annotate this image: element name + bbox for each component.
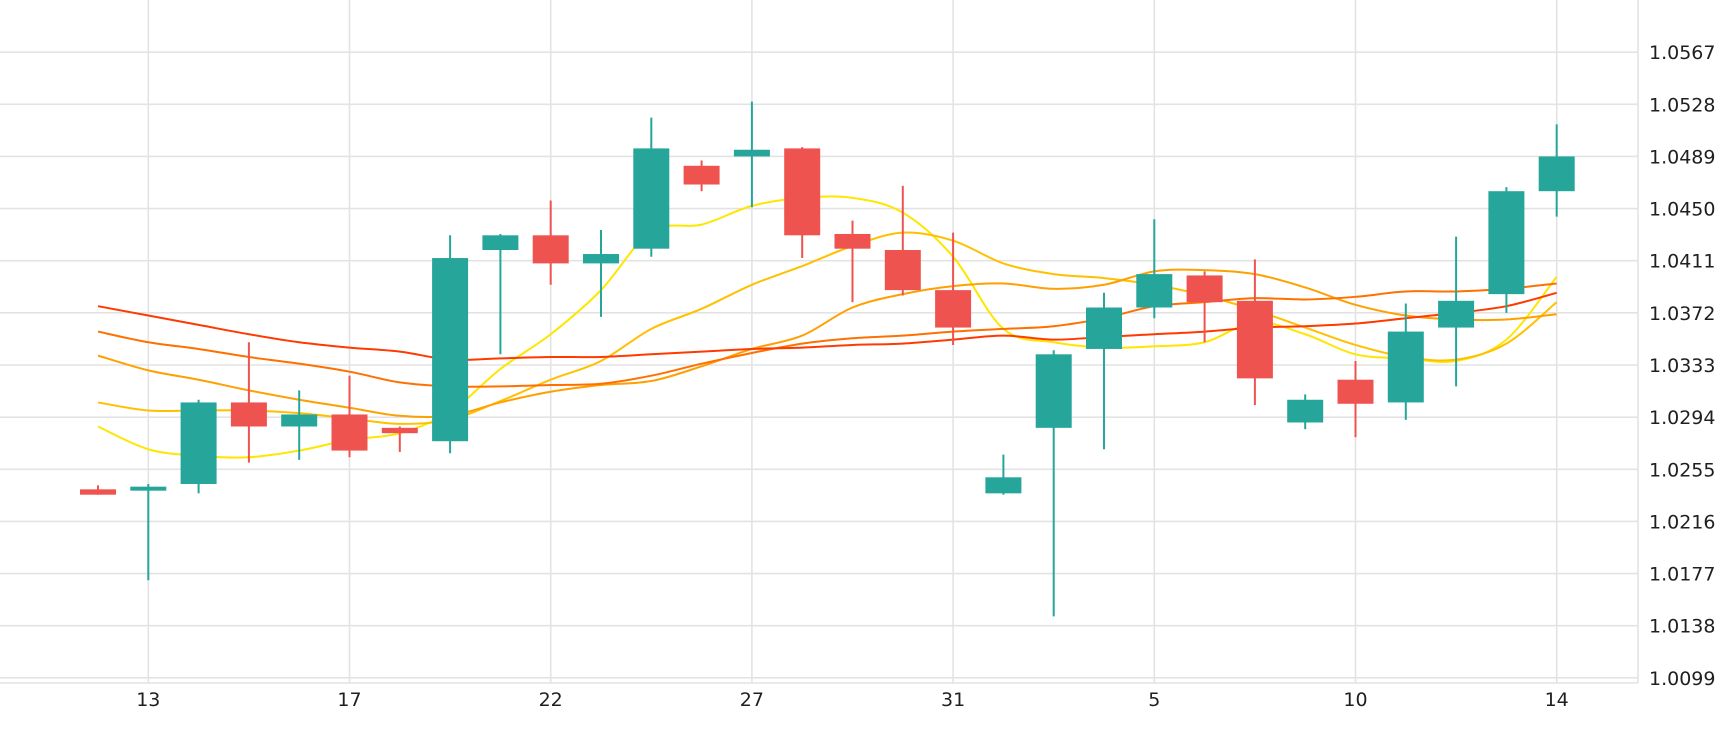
candle [633, 117, 670, 257]
candle [1186, 271, 1223, 343]
y-tick-label: 1.0294 [1649, 407, 1715, 429]
candle [482, 233, 519, 355]
x-tick-label: 17 [337, 689, 361, 711]
candle [1287, 394, 1324, 430]
candle-body [532, 235, 569, 264]
candle-body [80, 489, 116, 495]
candle [583, 229, 619, 317]
candle-body [230, 402, 267, 427]
candle-body [784, 148, 821, 236]
axes [0, 0, 1639, 684]
candle [834, 220, 871, 303]
moving-average-line-4 [97, 282, 1557, 388]
x-tick-label: 13 [136, 689, 160, 711]
candle [1236, 259, 1273, 406]
candle [733, 101, 770, 208]
y-tick-label: 1.0450 [1649, 199, 1715, 221]
candle-body [1236, 300, 1273, 379]
candles [80, 101, 1575, 617]
candle [532, 200, 569, 285]
x-tick-label: 22 [539, 689, 563, 711]
candle-body [935, 290, 972, 328]
candle [80, 485, 116, 495]
candle-body [180, 402, 217, 484]
moving-average-line-3 [97, 268, 1557, 419]
candle-body [1035, 354, 1072, 428]
candle [784, 147, 821, 259]
y-tick-label: 1.0489 [1649, 146, 1715, 168]
y-tick-label: 1.0099 [1649, 668, 1715, 690]
candle-body [884, 250, 921, 291]
candle-body [1438, 300, 1475, 328]
candle [884, 185, 921, 296]
x-tick-label: 27 [740, 689, 764, 711]
candle [432, 235, 469, 454]
candle-body [1287, 399, 1324, 423]
y-tick-label: 1.0567 [1649, 42, 1715, 64]
candle-body [482, 235, 519, 251]
y-tick-label: 1.0255 [1649, 459, 1715, 481]
candle-body [1538, 156, 1575, 192]
x-tick-label: 5 [1148, 689, 1160, 711]
candle-body [381, 427, 418, 434]
candle-body [1387, 331, 1424, 403]
candle [281, 390, 318, 460]
candle-body [683, 165, 720, 185]
candle-body [633, 148, 670, 249]
candle [180, 399, 217, 494]
candle [683, 160, 720, 192]
candle-body [281, 414, 318, 427]
x-tick-label: 10 [1343, 689, 1367, 711]
candle-body [583, 254, 619, 264]
candle [1337, 360, 1374, 438]
candle [130, 483, 167, 581]
x-tick-labels: 13 17 22 27 31 5 10 14 [136, 689, 1569, 711]
candle [1136, 219, 1173, 319]
candle [230, 342, 267, 463]
candle [1086, 292, 1122, 450]
candle [1035, 350, 1072, 617]
y-tick-label: 1.0333 [1649, 355, 1715, 377]
candle-body [834, 233, 871, 249]
y-tick-label: 1.0528 [1649, 94, 1715, 116]
candle [1438, 236, 1475, 387]
y-tick-label: 1.0138 [1649, 616, 1715, 638]
y-tick-label: 1.0177 [1649, 564, 1715, 586]
y-tick-label: 1.0372 [1649, 303, 1715, 325]
candle-body [1136, 274, 1173, 308]
candle-body [331, 414, 368, 451]
y-tick-label: 1.0411 [1649, 251, 1715, 273]
candle [985, 454, 1022, 495]
candle-body [733, 149, 770, 157]
candle-body [1337, 379, 1374, 404]
x-tick-label: 31 [941, 689, 965, 711]
horizontal-gridlines [0, 51, 1638, 679]
y-tick-labels: 1.0099 1.0138 1.0177 1.0216 1.0255 1.0294 1.03… [1649, 42, 1715, 690]
candle [381, 426, 418, 452]
candle-body [1186, 275, 1223, 303]
moving-average-line-5 [97, 291, 1557, 361]
candle-body [130, 486, 167, 491]
y-tick-label: 1.0216 [1649, 511, 1715, 533]
candle-body [1086, 307, 1122, 349]
candle-body [985, 477, 1022, 494]
candle [935, 232, 972, 345]
x-tick-label: 14 [1545, 689, 1569, 711]
candle-body [432, 258, 469, 442]
candle [1387, 303, 1424, 420]
candle [1538, 124, 1575, 217]
candle [1488, 187, 1525, 313]
candle [331, 375, 368, 458]
candle-body [1488, 191, 1525, 295]
